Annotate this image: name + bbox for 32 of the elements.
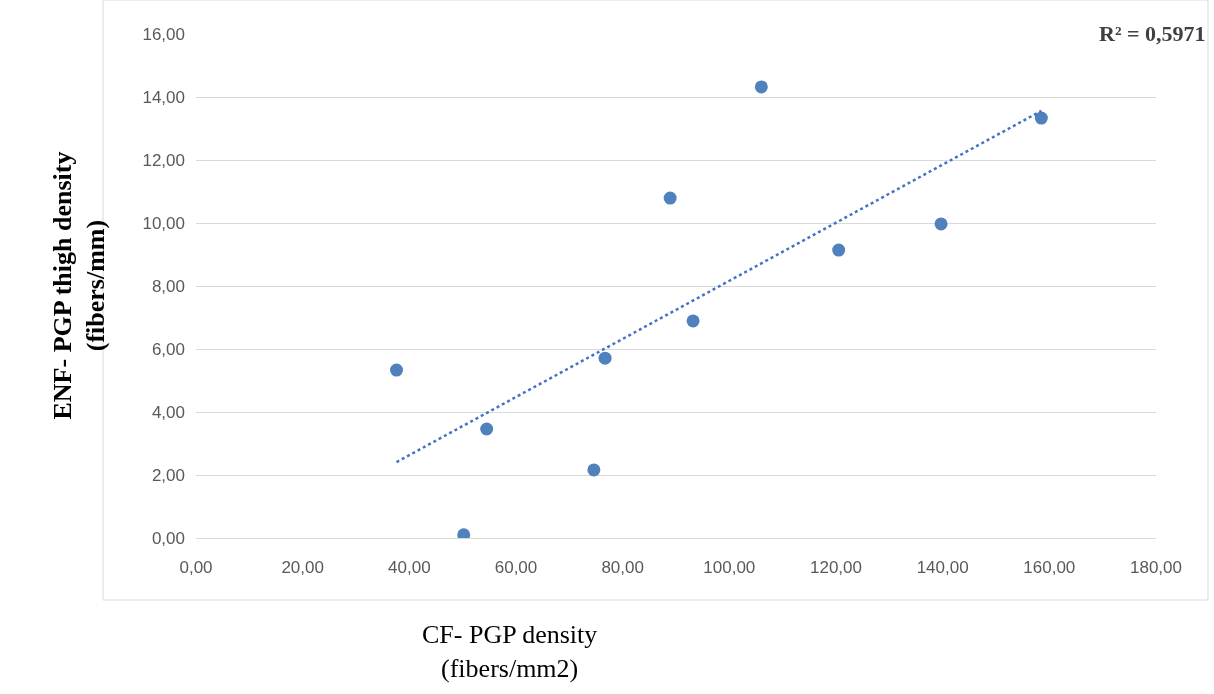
point xyxy=(663,191,677,205)
y-tick-label: 2,00 xyxy=(151,465,185,485)
y-tick-label: 14,00 xyxy=(142,87,185,107)
point xyxy=(1034,111,1048,125)
x-tick-label: 40,00 xyxy=(388,558,431,578)
y-tick-label: 12,00 xyxy=(142,150,185,170)
x-axis-title: CF- PGP density (fibers/mm2) xyxy=(422,620,598,683)
y-tick-label: 0,00 xyxy=(151,528,185,548)
y-tick-label: 16,00 xyxy=(142,24,185,44)
x-tick-label: 180,00 xyxy=(1130,558,1182,578)
point xyxy=(686,314,700,328)
x-tick-label: 120,00 xyxy=(810,558,862,578)
y-tick-label: 4,00 xyxy=(151,402,185,422)
point xyxy=(390,363,404,377)
point xyxy=(598,351,612,365)
annotation: R² = 0,5971 xyxy=(1099,21,1206,46)
x-tick-label: 100,00 xyxy=(703,558,756,578)
x-tick-label: 160,00 xyxy=(1023,558,1076,578)
x-tick-label: 20,00 xyxy=(281,558,324,578)
y-axis-title: ENF- PGP thigh density (fibers/mm) xyxy=(47,151,111,420)
x-tick-label: 80,00 xyxy=(601,558,644,578)
point xyxy=(480,422,494,436)
x-tick-label: 140,00 xyxy=(916,558,969,578)
point xyxy=(754,80,768,94)
point xyxy=(934,217,948,231)
point xyxy=(832,243,846,257)
point xyxy=(587,463,601,477)
y-tick-label: 6,00 xyxy=(151,339,185,359)
x-tick-label: 0,00 xyxy=(179,558,213,578)
x-tick-label: 60,00 xyxy=(494,558,538,578)
y-tick-label: 8,00 xyxy=(151,276,185,296)
y-tick-label: 10,00 xyxy=(142,213,185,233)
